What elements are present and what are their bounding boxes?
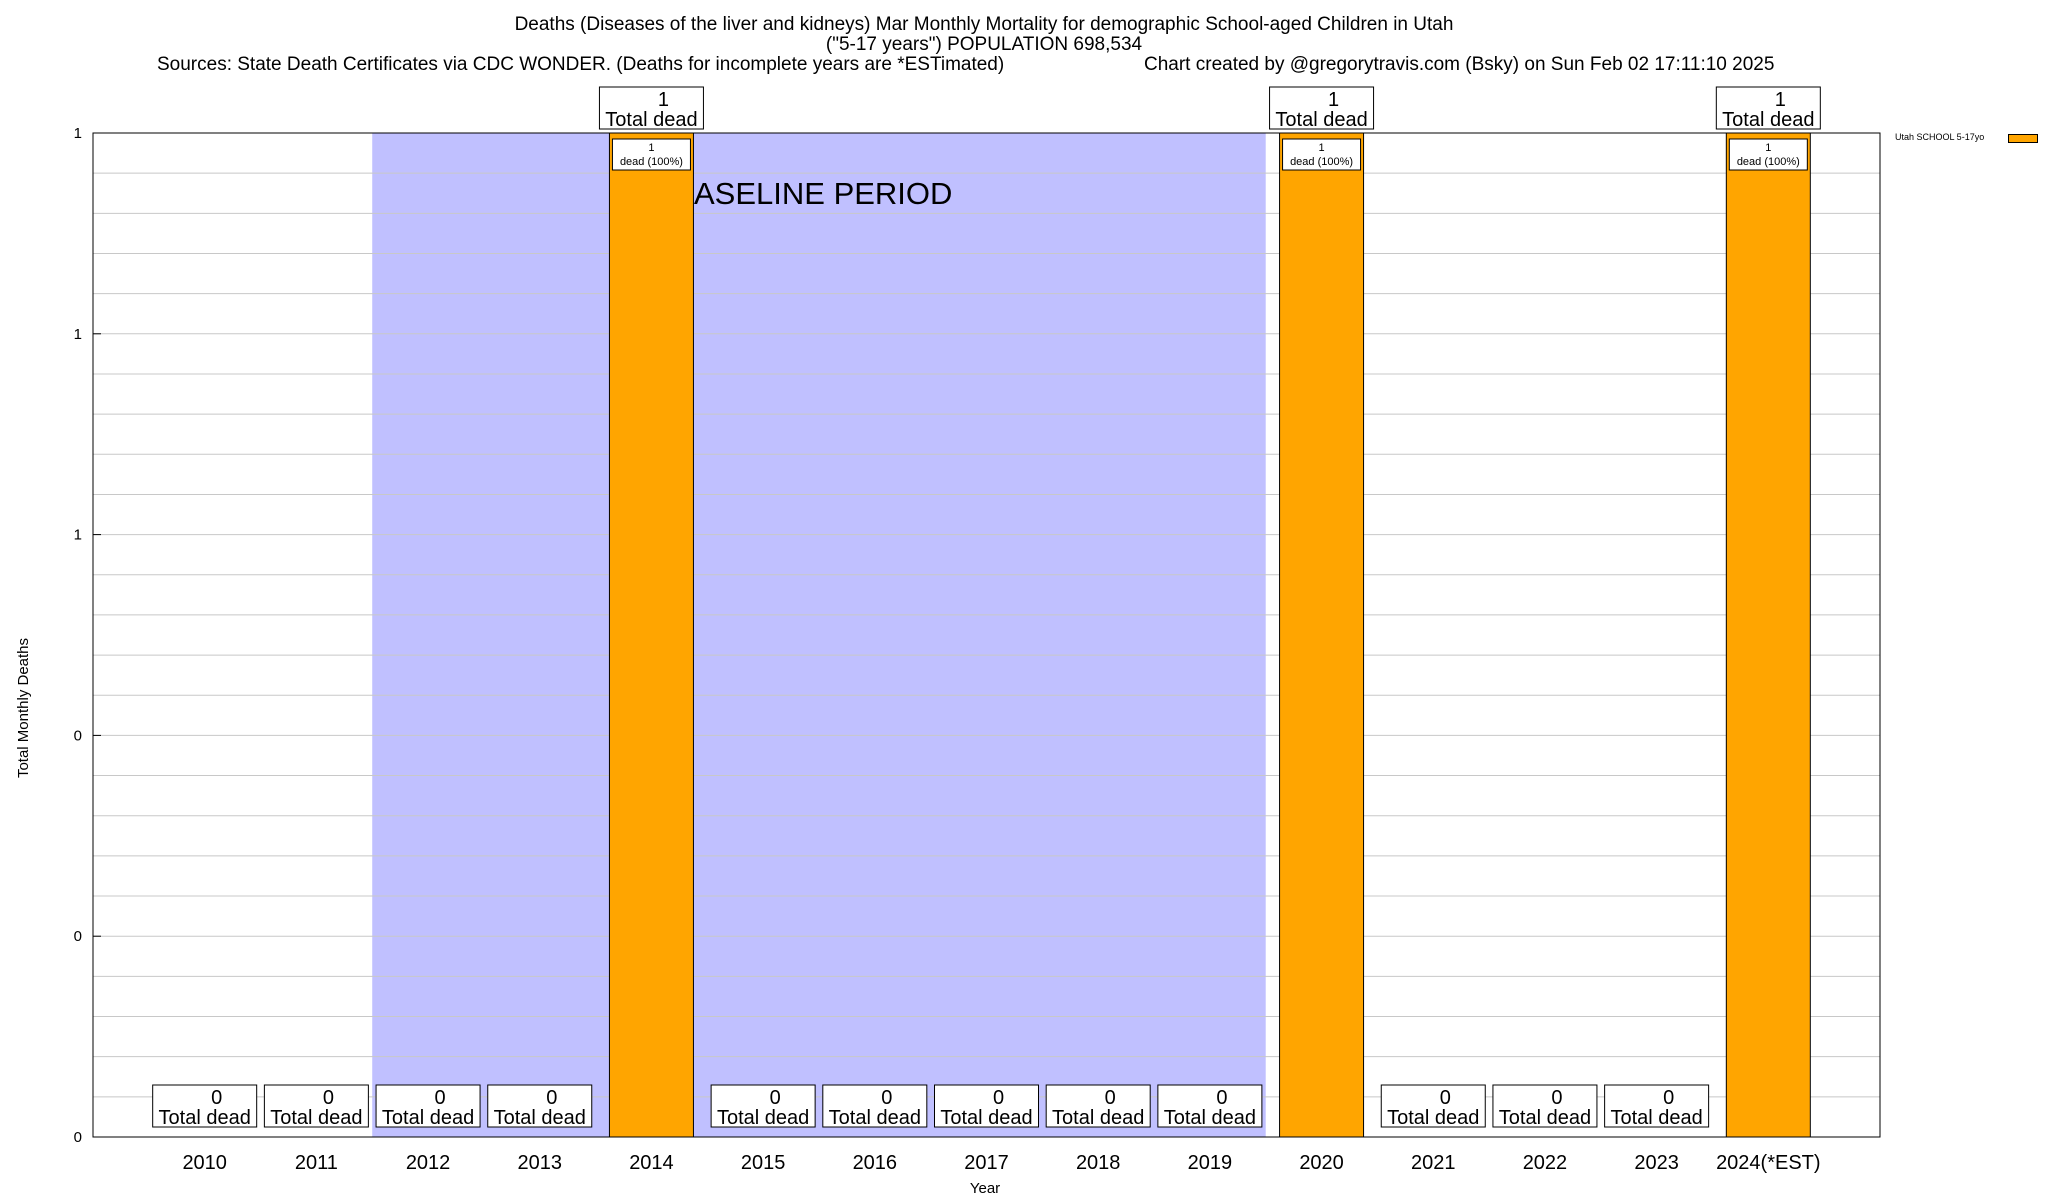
total-value: 0 — [1105, 1087, 1116, 1109]
x-tick-label: 2024(*EST) — [1716, 1152, 1821, 1174]
source-note: Sources: State Death Certificates via CD… — [157, 54, 1005, 75]
total-box — [263, 1084, 369, 1128]
total-label: Total dead — [717, 1107, 809, 1129]
total-box — [487, 1084, 593, 1128]
total-box — [598, 86, 704, 130]
total-value: 0 — [1551, 1087, 1562, 1109]
total-box — [375, 1084, 481, 1128]
x-axis-label: Year — [969, 1180, 1001, 1197]
total-box — [1715, 86, 1821, 130]
total-value: 0 — [993, 1087, 1004, 1109]
y-axis-label: Total Monthly Deaths — [15, 637, 32, 779]
total-value: 0 — [881, 1087, 892, 1109]
total-value: 0 — [1216, 1087, 1227, 1109]
y-tick-label: 0 — [74, 727, 82, 744]
bar — [608, 132, 694, 1138]
total-value: 0 — [1663, 1087, 1674, 1109]
x-tick-label: 2014 — [629, 1152, 674, 1174]
bar-inner-label: dead (100%) — [1290, 156, 1353, 168]
total-box — [1604, 1084, 1710, 1128]
x-tick-label: 2010 — [182, 1152, 227, 1174]
total-box — [822, 1084, 928, 1128]
baseline-period-shade — [372, 133, 1266, 1137]
chart-title: Deaths (Diseases of the liver and kidney… — [514, 14, 1454, 35]
y-tick-label: 1 — [74, 125, 82, 142]
total-label: Total dead — [382, 1107, 474, 1129]
x-tick-label: 2020 — [1299, 1152, 1344, 1174]
total-value: 0 — [435, 1087, 446, 1109]
total-label: Total dead — [1722, 109, 1814, 131]
legend-swatch — [2008, 134, 2038, 143]
total-value: 0 — [770, 1087, 781, 1109]
x-tick-label: 2017 — [964, 1152, 1009, 1174]
total-label: Total dead — [270, 1107, 362, 1129]
x-tick-label: 2019 — [1188, 1152, 1233, 1174]
bar-inner-label: dead (100%) — [620, 156, 683, 168]
total-box — [934, 1084, 1039, 1128]
total-box — [710, 1084, 816, 1128]
total-label: Total dead — [159, 1107, 251, 1129]
bar-inner-label: dead (100%) — [1737, 156, 1800, 168]
x-tick-label: 2023 — [1634, 1152, 1679, 1174]
x-tick-label: 2022 — [1523, 1152, 1568, 1174]
bar — [1279, 132, 1365, 1138]
x-tick-label: 2016 — [853, 1152, 898, 1174]
total-value: 0 — [1440, 1087, 1451, 1109]
legend-label: Utah SCHOOL 5-17yo — [1895, 132, 1985, 142]
total-label: Total dead — [1610, 1107, 1702, 1129]
x-tick-label: 2015 — [741, 1152, 786, 1174]
bar-inner-box — [1728, 138, 1808, 171]
y-tick-label: 1 — [74, 326, 82, 343]
bar-inner-value: 1 — [1765, 142, 1771, 154]
total-label: Total dead — [1499, 1107, 1591, 1129]
plot-border — [92, 132, 1881, 1138]
y-tick-label: 0 — [74, 928, 82, 945]
total-value: 1 — [658, 89, 669, 111]
total-box — [1492, 1084, 1598, 1128]
total-box — [1045, 1084, 1151, 1128]
total-value: 1 — [1328, 89, 1339, 111]
x-tick-label: 2018 — [1076, 1152, 1121, 1174]
total-label: Total dead — [829, 1107, 921, 1129]
total-label: Total dead — [1387, 1107, 1479, 1129]
y-tick-label: 1 — [74, 527, 82, 544]
total-label: Total dead — [605, 109, 697, 131]
total-value: 1 — [1775, 89, 1786, 111]
total-label: Total dead — [1275, 109, 1367, 131]
bar — [1725, 132, 1811, 1138]
x-tick-label: 2013 — [518, 1152, 563, 1174]
bar-inner-value: 1 — [648, 142, 654, 154]
total-label: Total dead — [1052, 1107, 1144, 1129]
chart-subtitle: ("5-17 years") POPULATION 698,534 — [825, 34, 1143, 55]
bar-inner-value: 1 — [1319, 142, 1325, 154]
total-box — [1157, 1084, 1263, 1128]
total-box — [1269, 86, 1375, 130]
credit-note: Chart created by @gregorytravis.com (Bsk… — [1144, 54, 1775, 75]
y-tick-label: 0 — [74, 1129, 82, 1146]
total-label: Total dead — [494, 1107, 586, 1129]
x-tick-label: 2021 — [1411, 1152, 1456, 1174]
total-value: 0 — [546, 1087, 557, 1109]
x-tick-label: 2011 — [295, 1152, 338, 1174]
x-tick-label: 2012 — [406, 1152, 451, 1174]
total-box — [1380, 1084, 1486, 1128]
total-value: 0 — [211, 1087, 222, 1109]
baseline-period-label: BASELINE PERIOD — [673, 176, 952, 211]
bar-inner-box — [1282, 138, 1362, 171]
total-label: Total dead — [940, 1107, 1032, 1129]
total-label: Total dead — [1164, 1107, 1256, 1129]
total-value: 0 — [323, 1087, 334, 1109]
bar-inner-box — [611, 138, 691, 171]
total-box — [152, 1084, 258, 1128]
